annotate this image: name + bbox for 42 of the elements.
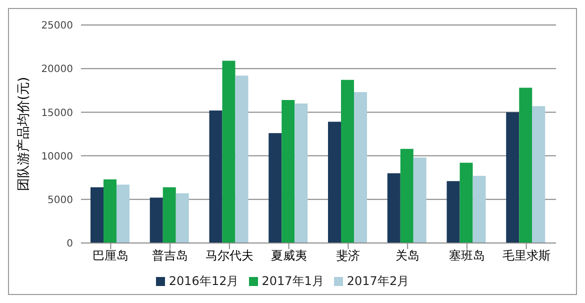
bar [294, 103, 308, 243]
bar [104, 179, 116, 243]
x-tick-label: 关岛 [396, 248, 420, 263]
bar [532, 106, 546, 243]
bar [400, 148, 414, 243]
x-tick-label: 巴厘岛 [92, 248, 129, 263]
bar [341, 80, 354, 243]
legend-label: 2017年1月 [262, 274, 324, 288]
bar [116, 184, 130, 243]
bar [506, 112, 520, 243]
x-tick-label: 夏威夷 [270, 248, 307, 263]
bar [222, 60, 236, 243]
y-tick-label: 25000 [41, 20, 73, 32]
bar [235, 76, 248, 243]
bar [446, 181, 460, 243]
x-tick-label: 马尔代夫 [205, 248, 254, 263]
legend-label: 2016年12月 [168, 274, 239, 288]
bar [519, 88, 532, 243]
x-tick-label: 塞班岛 [448, 248, 485, 263]
bar [90, 187, 104, 243]
bar [460, 162, 473, 243]
bar [354, 92, 367, 243]
legend-label: 2017年2月 [346, 274, 410, 288]
bar [387, 173, 400, 243]
bar [209, 110, 222, 243]
x-tick-label: 毛里求斯 [502, 248, 550, 263]
bar [268, 133, 282, 243]
bar [328, 122, 341, 243]
bar [162, 187, 176, 243]
x-tick-label: 斐济 [336, 248, 360, 263]
bar [472, 176, 486, 243]
y-tick-label: 5000 [48, 194, 73, 206]
bar [150, 198, 163, 243]
y-tick-label: 0 [66, 238, 73, 250]
bar [282, 100, 295, 243]
y-tick-label: 15000 [41, 108, 73, 119]
bar [413, 158, 426, 243]
y-tick-label: 10000 [41, 151, 73, 162]
x-tick-label: 普吉岛 [152, 248, 188, 263]
y-axis-title: 团队游产品均价(元) [16, 76, 32, 192]
y-tick-label: 20000 [41, 64, 73, 76]
bar [176, 193, 189, 243]
